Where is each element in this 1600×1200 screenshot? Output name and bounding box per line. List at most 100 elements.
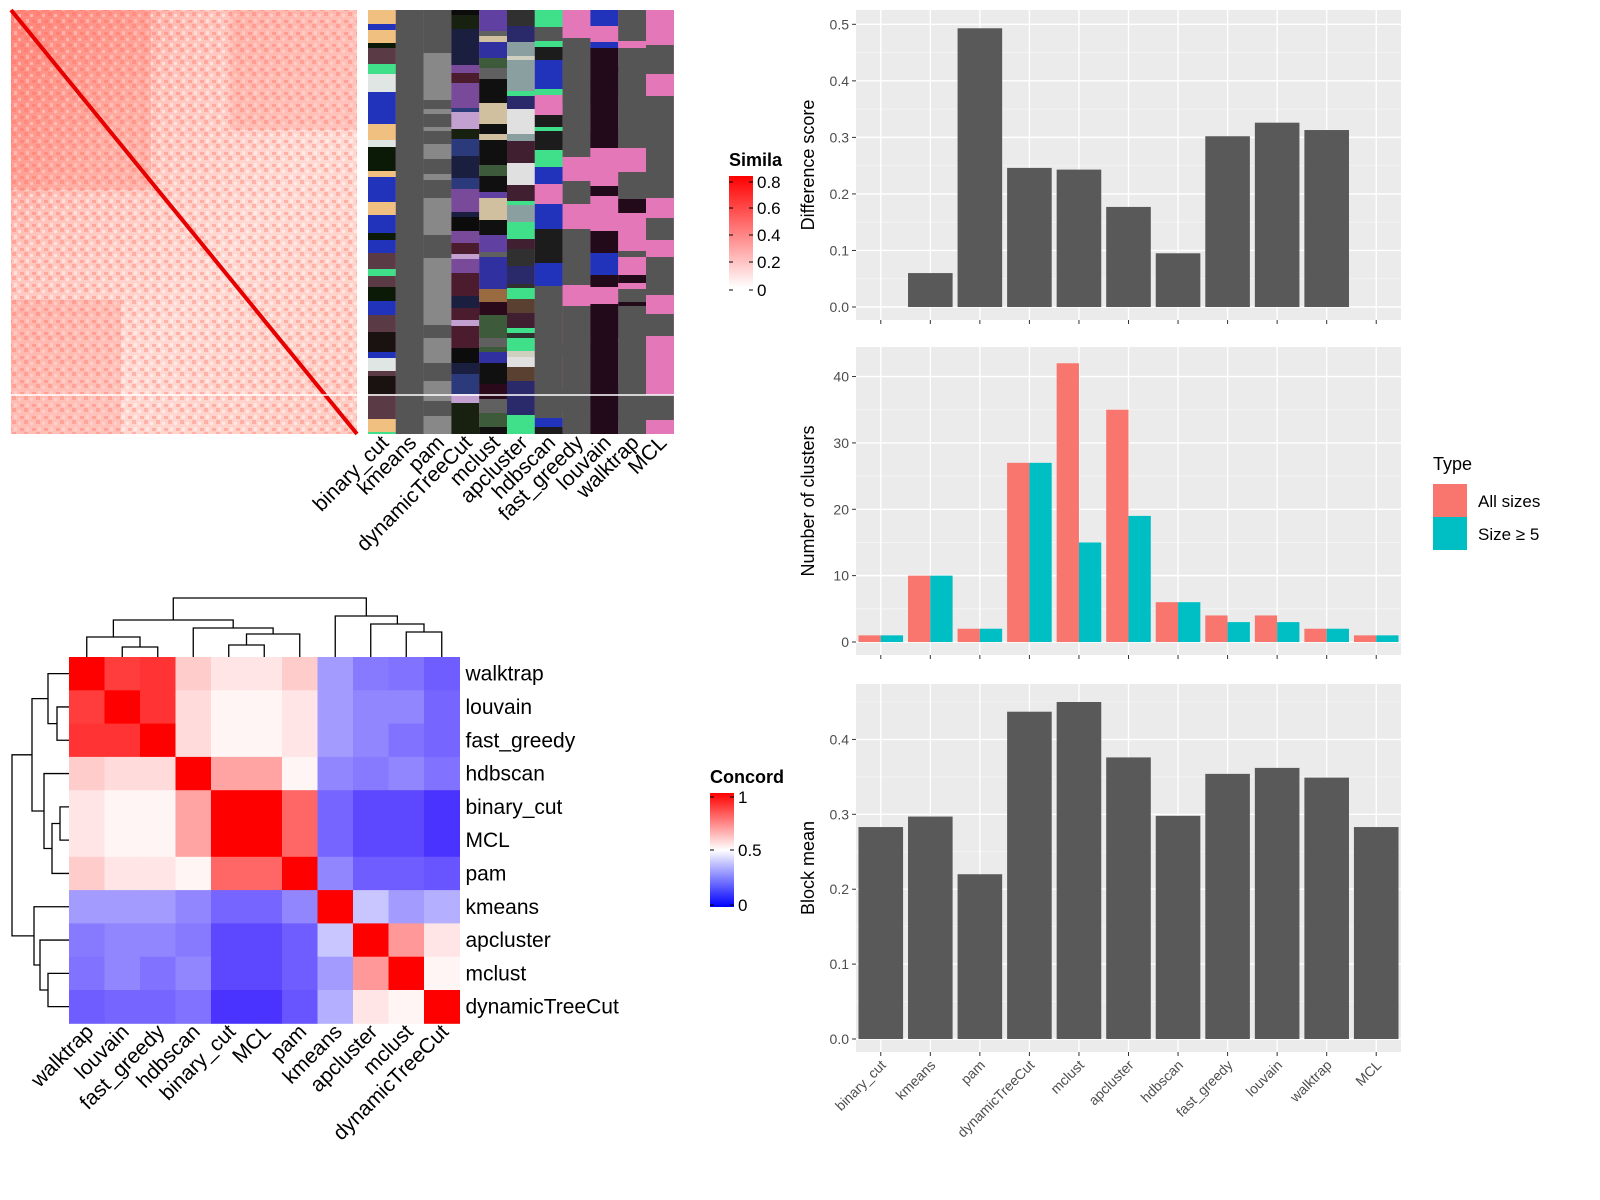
concordance-row-label: mclust: [466, 962, 527, 985]
annotation-segment: [451, 326, 480, 348]
annotation-segment: [423, 363, 452, 381]
annotation-segment: [646, 74, 674, 81]
annotation-segment: [368, 301, 396, 315]
concordance-cell: [317, 690, 354, 725]
concordance-cell: [353, 756, 389, 791]
concordance-cell: [175, 923, 212, 958]
annotation-segment: [368, 10, 396, 24]
concordance-row-label: MCL: [466, 829, 510, 852]
annotation-segment: [395, 190, 424, 194]
annotation-segment: [618, 151, 646, 172]
concordance-row-label: hdbscan: [466, 763, 545, 786]
annotation-segment: [646, 81, 674, 96]
annotation-segment: [534, 47, 563, 60]
annotation-segment: [451, 112, 480, 120]
concordance-cell: [282, 823, 318, 858]
concordance-cell: [246, 856, 283, 891]
bar-size-ge-5: [930, 575, 953, 642]
annotation-segment: [507, 288, 535, 294]
difference-score-chart: 0.0 0.1 0.2 0.3 0.4 0.5 Difference score: [798, 10, 1401, 324]
annotation-segment: [507, 299, 535, 313]
y-tick-label: 0.4: [830, 73, 850, 89]
annotation-segment: [368, 376, 396, 394]
x-tick-label: walktrap: [1286, 1057, 1335, 1106]
annotation-segment: [479, 10, 507, 31]
concordance-cell: [140, 756, 176, 791]
bar-all-sizes: [1155, 602, 1179, 642]
concordance-cell: [317, 856, 354, 891]
annotation-segment: [368, 171, 396, 177]
annotation-segment: [479, 269, 507, 289]
annotation-segment: [618, 231, 646, 251]
x-tick-label: binary_cut: [832, 1057, 889, 1114]
annotation-segment: [646, 61, 674, 74]
annotation-segment: [646, 395, 674, 414]
annotation-segment: [451, 156, 480, 178]
annotation-segment: [423, 258, 452, 272]
annotation-segment: [507, 26, 535, 42]
annotation-segment: [590, 26, 619, 42]
annotation-segment: [507, 10, 535, 26]
annotation-segment: [646, 373, 674, 395]
annotation-segment: [451, 308, 480, 320]
annotation-segment: [507, 351, 535, 357]
concordance-cell: [317, 890, 354, 924]
annotation-segment: [646, 144, 674, 154]
concordance-cell: [69, 790, 105, 824]
block-mean-chart: 0.0 0.1 0.2 0.3 0.4 Block mean binary_cut kmean…: [798, 684, 1401, 1140]
annotation-segment: [507, 185, 535, 201]
annotation-segment: [368, 106, 396, 124]
concordance-cell: [175, 657, 212, 691]
bar-all-sizes: [957, 628, 980, 642]
concordance-cell: [140, 956, 176, 991]
y-tick-label: 0: [841, 634, 849, 650]
y-tick-label: 0.0: [830, 1031, 850, 1047]
annotation-segment: [534, 309, 563, 321]
concordance-cell: [282, 856, 318, 891]
concordance-cell: [353, 790, 389, 824]
annotation-segment: [534, 344, 563, 355]
annotation-segment: [507, 357, 535, 367]
concordance-cell: [388, 856, 425, 891]
annotation-segment: [534, 184, 563, 204]
concordance-cell: [282, 657, 318, 691]
annotation-segment: [368, 43, 396, 48]
annotation-segment: [507, 249, 535, 266]
row-dendrogram-branch: [31, 697, 48, 812]
annotation-segment: [451, 374, 480, 394]
annotation-segment: [590, 287, 619, 304]
column-dendrogram-branch: [370, 623, 425, 657]
annotation-segment: [618, 199, 646, 213]
concordance-cell: [317, 956, 354, 991]
concordance-cell: [317, 823, 354, 858]
bar: [1155, 253, 1201, 307]
bar: [1155, 815, 1201, 1039]
bar-size-ge-5: [1029, 462, 1052, 642]
annotation-segment: [479, 68, 507, 79]
bar: [1353, 827, 1399, 1039]
annotation-segment: [451, 259, 480, 273]
annotation-segment: [451, 243, 480, 254]
concordance-cell: [317, 990, 354, 1024]
annotation-segment: [479, 413, 507, 427]
annotation-segment: [368, 140, 396, 147]
bar: [1205, 773, 1250, 1039]
annotation-segment: [534, 127, 563, 131]
concordance-cell: [246, 690, 283, 725]
concordance-cell: [424, 723, 460, 758]
y-tick-label: 0.2: [830, 186, 850, 202]
cluster-annotation-panel: [368, 10, 674, 434]
x-tick-label: kmeans: [892, 1057, 938, 1103]
row-dendrogram-branch: [33, 906, 69, 966]
similarity-legend: Simila 0.8 0.6 0.4 0.2 0: [729, 150, 783, 300]
bar-size-ge-5: [1178, 602, 1201, 642]
concordance-cell: [104, 723, 141, 758]
concordance-cell: [246, 923, 283, 958]
annotation-segment: [507, 141, 535, 163]
annotation-segment: [395, 215, 424, 229]
concordance-legend: Concord 1 0.5 0: [710, 767, 784, 915]
annotation-segment: [423, 381, 452, 401]
annotation-segment: [590, 207, 619, 226]
concordance-cell: [211, 690, 247, 725]
